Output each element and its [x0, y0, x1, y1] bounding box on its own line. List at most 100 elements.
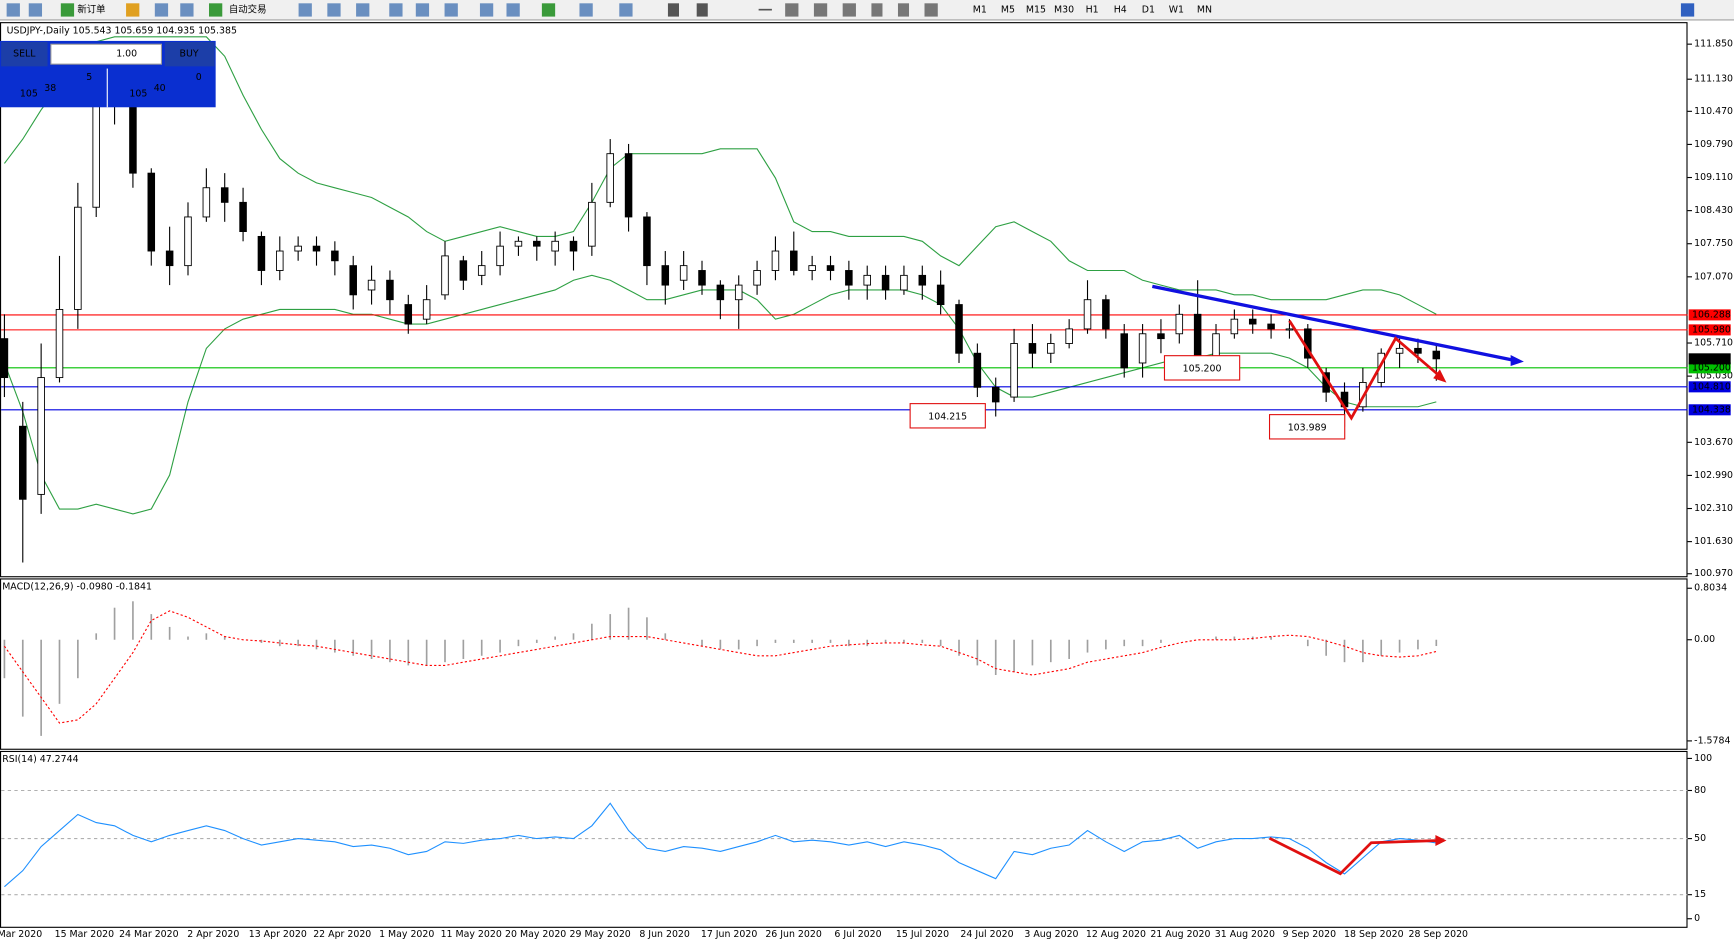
candle-body — [1120, 333, 1128, 369]
bid-main[interactable]: 38 — [44, 83, 56, 94]
icon[interactable] — [389, 3, 403, 17]
icon[interactable] — [180, 3, 194, 17]
icon[interactable] — [924, 3, 938, 17]
candle-body — [1175, 313, 1184, 335]
candle-body — [276, 250, 284, 271]
sell-label[interactable]: SELL — [13, 49, 36, 60]
icon[interactable] — [444, 3, 458, 17]
ask-pip[interactable]: 0 — [196, 72, 202, 83]
icon[interactable] — [298, 3, 312, 17]
macd-y-tick-label: 0.00 — [1694, 634, 1715, 645]
timeframe-button[interactable]: H4 — [1114, 4, 1127, 15]
annotation-box — [909, 403, 986, 429]
timeframe-button[interactable]: M1 — [973, 4, 987, 15]
y-tick-label: 102.990 — [1694, 470, 1733, 481]
y-tick-label: 103.670 — [1694, 437, 1733, 448]
y-tick-label: 101.630 — [1694, 536, 1733, 547]
candle-body — [679, 265, 688, 281]
candle-body — [202, 187, 211, 218]
icon[interactable] — [785, 3, 799, 17]
icon[interactable] — [6, 3, 20, 17]
macd-y-tick-label: 0.8034 — [1694, 583, 1727, 594]
icon[interactable] — [1680, 3, 1695, 17]
rsi-y-tick-label: 50 — [1694, 833, 1706, 844]
level-label: 106.288 — [1692, 309, 1731, 320]
icon[interactable] — [541, 3, 556, 17]
candle-body — [37, 377, 45, 495]
y-tick-label: 102.310 — [1694, 503, 1733, 514]
timeframe-button[interactable]: M5 — [1001, 4, 1015, 15]
buy-label[interactable]: BUY — [180, 49, 199, 60]
x-tick-label: 18 Sep 2020 — [1344, 929, 1404, 940]
x-tick-label: 11 May 2020 — [441, 929, 502, 940]
rsi-y-tick-label: 100 — [1694, 753, 1712, 764]
one-click-panel: SELL 1.00 BUY 105 38 5 105 40 0 — [0, 40, 216, 108]
icon[interactable] — [154, 3, 169, 17]
icon[interactable] — [579, 3, 593, 17]
y-tick-label: 100.970 — [1694, 568, 1733, 579]
buy-button[interactable] — [164, 42, 215, 67]
icon[interactable] — [758, 8, 772, 11]
annotation-box — [1163, 355, 1241, 381]
level-tag — [1688, 362, 1731, 374]
x-tick-label: 22 Apr 2020 — [313, 929, 371, 940]
candle-body — [220, 187, 229, 203]
icon[interactable] — [506, 3, 520, 17]
annotation-box — [1268, 414, 1346, 440]
icon[interactable] — [813, 3, 828, 17]
candle-body — [496, 245, 504, 267]
icon[interactable] — [28, 3, 43, 17]
candle-body — [808, 265, 816, 271]
timeframe-button[interactable]: H1 — [1086, 4, 1099, 15]
icon[interactable] — [897, 3, 910, 17]
timeframe-button[interactable]: M30 — [1054, 4, 1074, 15]
current-price-label: 105.385 — [1692, 353, 1731, 364]
candle-body — [845, 270, 853, 286]
candle-body — [0, 338, 9, 379]
x-tick-label: 21 Aug 2020 — [1150, 929, 1210, 940]
timeframe-button[interactable]: M15 — [1026, 4, 1046, 15]
icon[interactable] — [327, 3, 341, 17]
ask-big[interactable]: 105 — [129, 89, 147, 100]
candle-body — [1414, 347, 1422, 354]
macd-title: MACD(12,26,9) -0.0980 -0.1841 — [2, 582, 152, 593]
rsi-line — [4, 802, 1437, 888]
icon[interactable] — [415, 3, 430, 17]
icon[interactable] — [696, 3, 708, 17]
macd-panel — [0, 578, 1688, 750]
ask-main[interactable]: 40 — [154, 83, 166, 94]
auto-trading-button[interactable]: 自动交易 — [229, 3, 267, 15]
bid-big[interactable]: 105 — [20, 89, 38, 100]
x-tick-label: 2 Apr 2020 — [187, 929, 239, 940]
new-order-button[interactable]: 新订单 — [77, 3, 105, 15]
icon[interactable] — [667, 3, 680, 17]
bid-pip[interactable]: 5 — [86, 72, 92, 83]
candle-body — [19, 425, 27, 500]
toolbar-icons — [6, 3, 1695, 17]
timeframe-button[interactable]: D1 — [1142, 4, 1155, 15]
candle-body — [973, 352, 982, 388]
timeframe-button[interactable]: MN — [1197, 4, 1212, 15]
candle-body — [790, 250, 798, 271]
icon[interactable] — [209, 3, 223, 17]
candle-body — [294, 245, 302, 252]
y-tick-label: 105.030 — [1694, 371, 1733, 382]
icon[interactable] — [126, 3, 140, 17]
lot-value[interactable]: 1.00 — [116, 49, 137, 60]
icon[interactable] — [871, 3, 883, 17]
y-tick-label: 105.710 — [1694, 338, 1733, 349]
icon[interactable] — [60, 3, 75, 17]
icon[interactable] — [356, 3, 370, 17]
x-tick-label: 15 Jul 2020 — [896, 929, 949, 940]
icon[interactable] — [619, 3, 633, 17]
sell-button[interactable] — [1, 42, 48, 67]
timeframe-button[interactable]: W1 — [1169, 4, 1184, 15]
y-tick-label: 111.130 — [1694, 74, 1733, 85]
lot-input[interactable] — [50, 43, 163, 65]
icon[interactable] — [479, 3, 494, 17]
icon[interactable] — [842, 3, 856, 17]
candle-body — [514, 240, 523, 247]
candle-body — [569, 240, 578, 252]
